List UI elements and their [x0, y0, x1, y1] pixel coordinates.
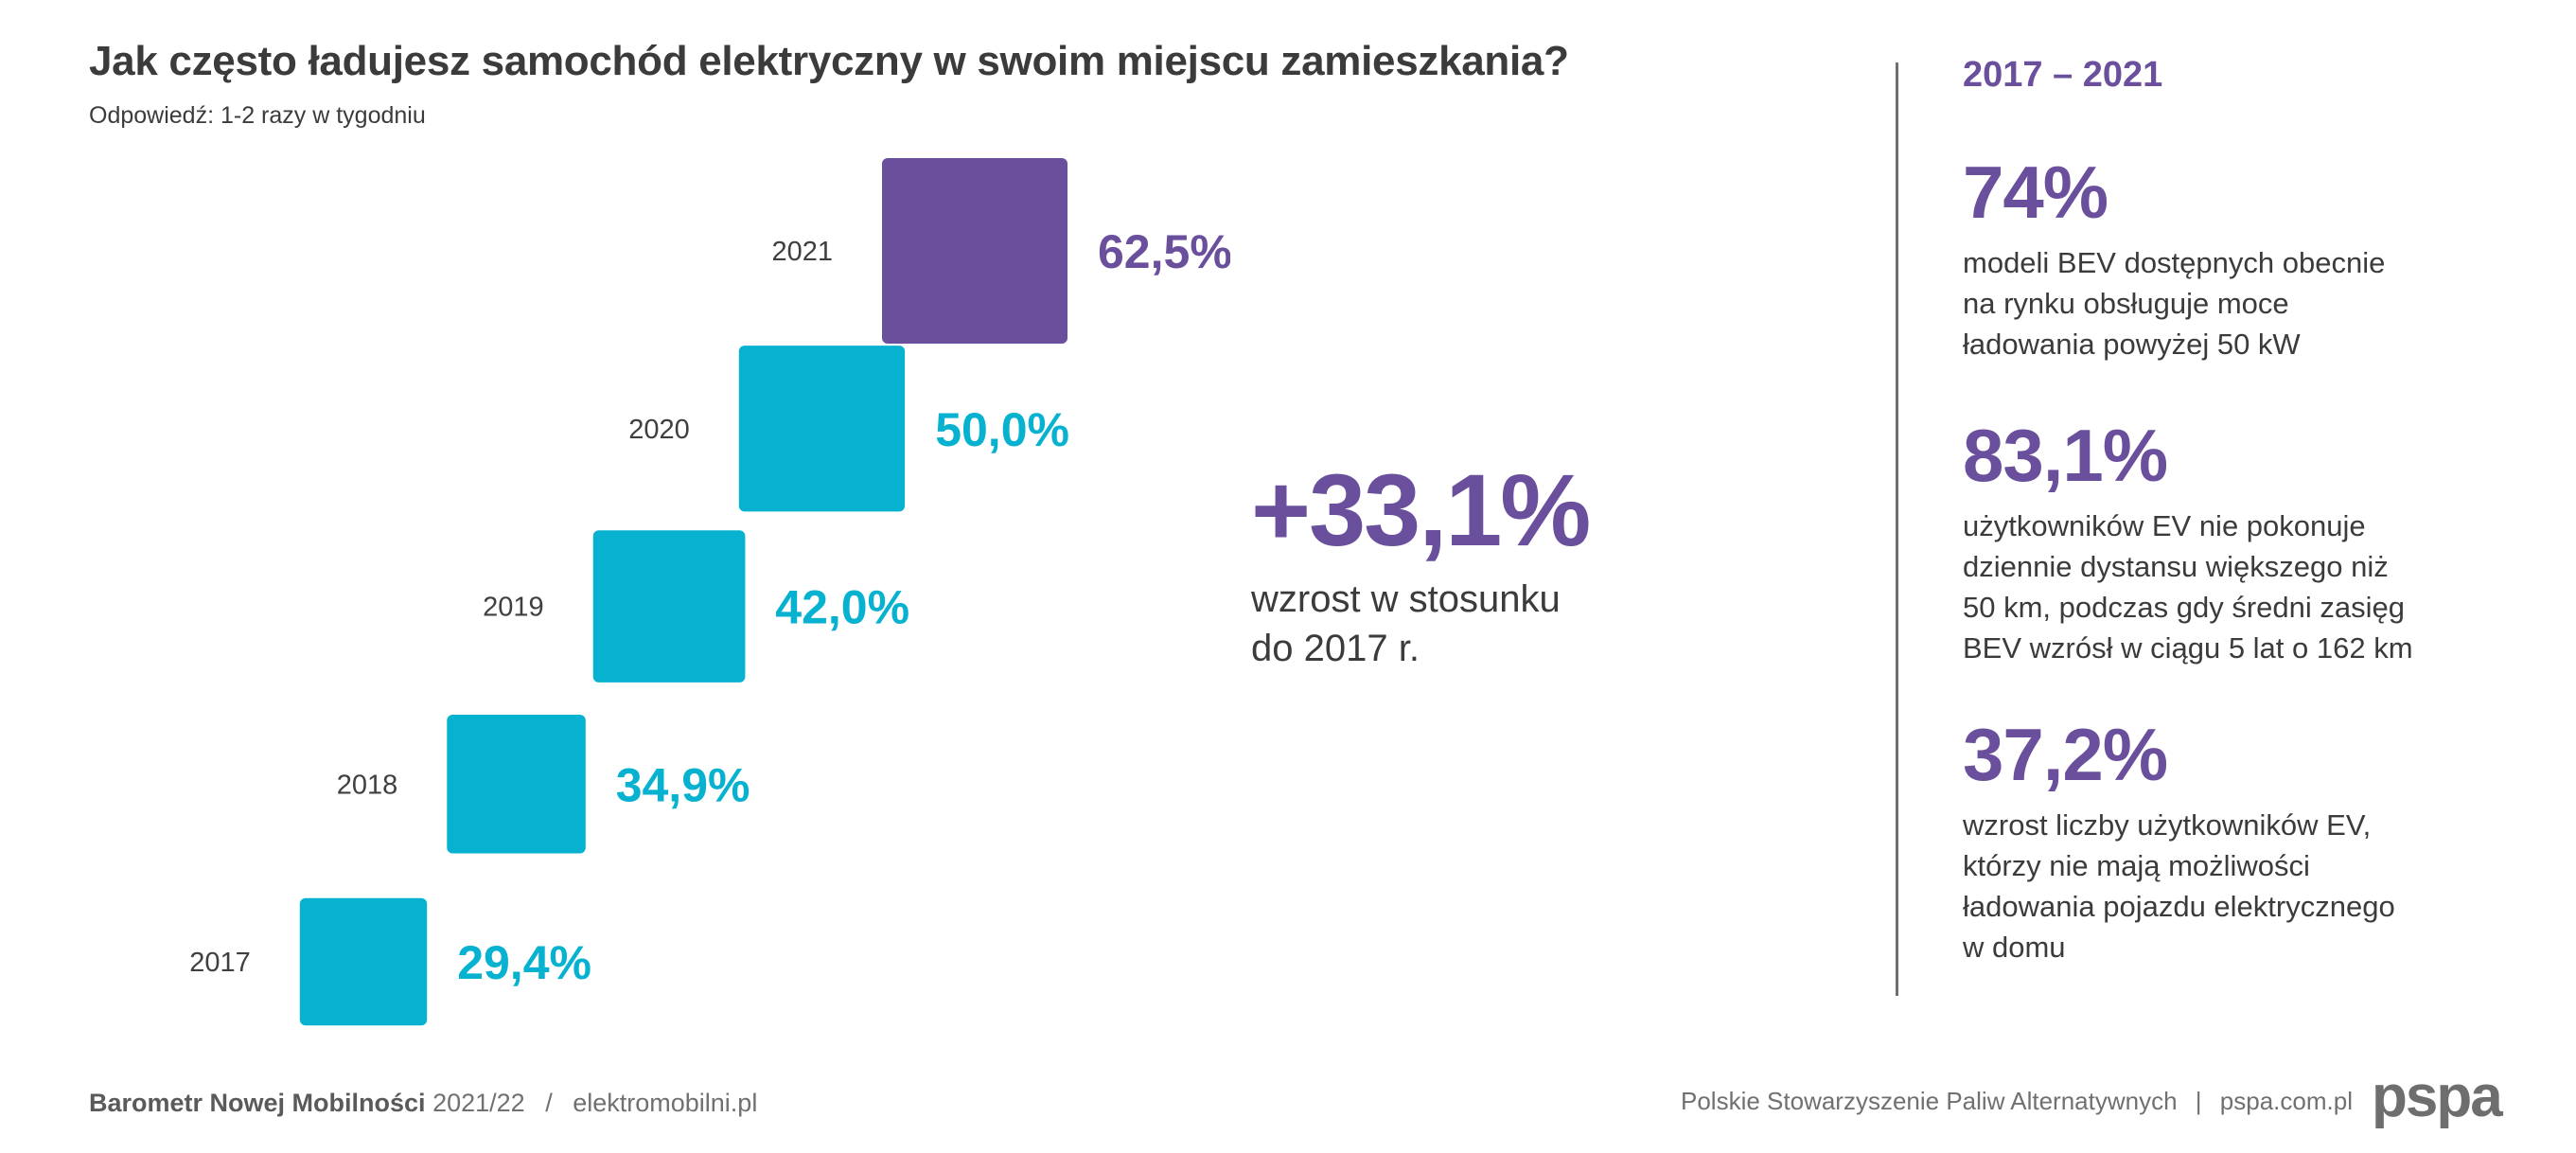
- category-label: 2021: [771, 237, 833, 267]
- chart-subtitle: Odpowiedź: 1-2 razy w tygodniu: [89, 102, 426, 129]
- footer-separator: /: [545, 1089, 553, 1117]
- bar-2021: [882, 158, 1067, 344]
- stat-description: użytkowników EV nie pokonuje dziennie dy…: [1963, 509, 2413, 665]
- value-label: 62,5%: [1098, 225, 1230, 278]
- side-panel: 2017 – 2021 74% modeli BEV dostępnych ob…: [1963, 55, 2531, 964]
- bar-2017: [299, 897, 428, 1026]
- footer-organization: Polskie Stowarzyszenie Paliw Alternatywn…: [1681, 1087, 2353, 1116]
- side-heading: 2017 – 2021: [1963, 55, 2163, 95]
- footer-source-title: Barometr Nowej Mobilności: [89, 1089, 426, 1117]
- category-label: 2018: [337, 770, 398, 800]
- bar-2018: [447, 715, 586, 854]
- footer-source-year: 2021/22: [432, 1089, 525, 1117]
- stat-description: modeli BEV dostępnych obecnie na rynku o…: [1963, 246, 2386, 361]
- stat-block: 83,1% użytkowników EV nie pokonuje dzien…: [1963, 418, 2531, 668]
- footer-org-separator: |: [2195, 1087, 2202, 1115]
- value-label: 34,9%: [616, 758, 750, 811]
- footer-org-name: Polskie Stowarzyszenie Paliw Alternatywn…: [1681, 1087, 2178, 1115]
- footer-org-site-link[interactable]: pspa.com.pl: [2219, 1087, 2353, 1115]
- value-label: 50,0%: [935, 403, 1069, 456]
- category-label: 2019: [483, 593, 544, 623]
- stat-block: 37,2% wzrost liczby użytkowników EV, któ…: [1963, 718, 2531, 967]
- bar-2019: [592, 530, 746, 683]
- stat-block: 74% modeli BEV dostępnych obecnie na ryn…: [1963, 155, 2531, 364]
- pspa-logo: pspa: [2372, 1064, 2503, 1129]
- stat-value: 74%: [1963, 151, 2108, 234]
- square-bar-chart: 2021 62,5% 2020 50,0% 2019 42,0% 2018 34,9% 2017…: [189, 158, 1230, 1026]
- bar-2020: [738, 346, 906, 512]
- category-label: 2020: [628, 415, 690, 445]
- growth-value: +33,1%: [1251, 452, 1591, 567]
- growth-description: wzrost w stosunku do 2017 r.: [1251, 578, 1561, 669]
- footer-site-link[interactable]: elektromobilni.pl: [573, 1089, 758, 1117]
- vertical-divider: [1896, 62, 1898, 996]
- stat-value: 83,1%: [1963, 414, 2168, 497]
- chart-title: Jak często ładujesz samochód elektryczny…: [89, 38, 1569, 84]
- category-label: 2017: [189, 948, 251, 978]
- stat-description: wzrost liczby użytkowników EV, którzy ni…: [1963, 808, 2395, 964]
- value-label: 29,4%: [457, 936, 591, 989]
- growth-callout: +33,1% wzrost w stosunku do 2017 r.: [1251, 452, 1591, 673]
- stat-value: 37,2%: [1963, 713, 2168, 796]
- footer-source: Barometr Nowej Mobilności 2021/22 / elek…: [89, 1089, 757, 1118]
- value-label: 42,0%: [775, 581, 909, 634]
